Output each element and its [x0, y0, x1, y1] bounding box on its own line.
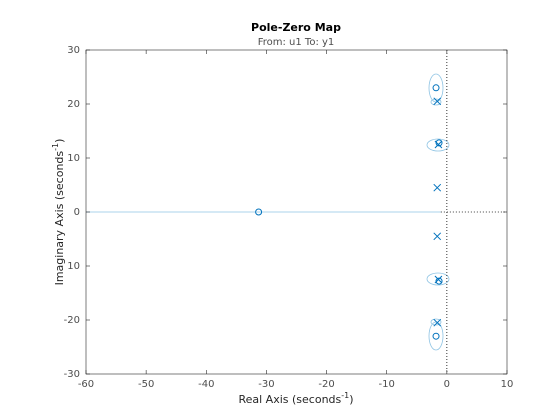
pole-marker	[434, 275, 443, 284]
y-tick-label: 20	[67, 99, 80, 110]
x-tick-label: -30	[258, 379, 274, 390]
pole-marker	[433, 318, 442, 327]
y-tick-label: -20	[64, 315, 80, 326]
x-tick-label: -50	[138, 379, 154, 390]
x-tick-label: 10	[501, 379, 514, 390]
contour	[426, 272, 450, 286]
chart-title: Pole-Zero Map	[251, 21, 341, 34]
x-axis-label: Real Axis (seconds-1)	[238, 391, 353, 407]
x-tick-label: -20	[318, 379, 334, 390]
zero-marker	[435, 139, 443, 147]
x-tick-label: 0	[444, 379, 450, 390]
y-tick-label: 10	[67, 153, 80, 164]
y-tick-label: 30	[67, 45, 80, 56]
contour	[430, 318, 442, 326]
y-tick-label: -30	[64, 369, 80, 380]
pole-marker	[434, 140, 443, 149]
pole-marker	[433, 183, 442, 192]
chart-subtitle: From: u1 To: y1	[258, 37, 335, 48]
zero-marker	[432, 84, 440, 92]
y-tick-label: 10	[67, 261, 80, 272]
contour	[430, 98, 442, 106]
y-tick-label: 0	[74, 207, 80, 218]
zero-marker	[255, 208, 263, 216]
x-tick-label: -10	[379, 379, 395, 390]
x-tick-label: -40	[198, 379, 214, 390]
x-tick-label: -60	[78, 379, 94, 390]
zero-marker	[432, 332, 440, 340]
y-axis-label: Imaginary Axis (seconds-1)	[51, 139, 67, 286]
zero-marker	[435, 277, 443, 285]
contour	[426, 138, 450, 152]
pole-marker	[433, 97, 442, 106]
pole-marker	[433, 232, 442, 241]
